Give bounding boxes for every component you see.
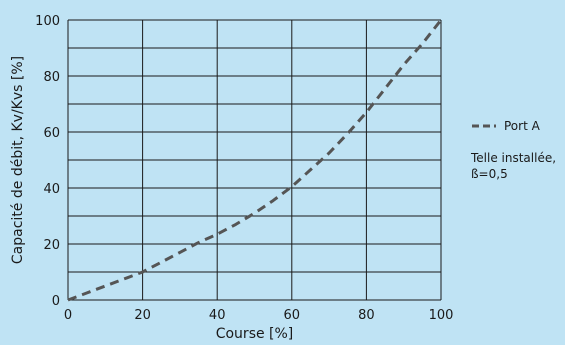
series-layer: [67, 19, 443, 302]
y-tick-label: 60: [43, 126, 60, 141]
y-tick-label: 100: [35, 14, 60, 29]
annotation-line: Telle installée,: [470, 151, 556, 165]
x-tick-labels: 0 20 40 60 80 100: [64, 308, 454, 323]
x-tick-label: 40: [209, 308, 226, 323]
y-tick-label: 20: [43, 238, 60, 253]
y-tick-labels: 0 20 40 60 80 100: [35, 14, 60, 309]
legend-label-port-a: Port A: [504, 119, 541, 133]
series-line-port-a: [67, 19, 443, 302]
annotation: Telle installée, ß=0,5: [470, 151, 556, 181]
y-tick-label: 0: [52, 294, 60, 309]
x-tick-label: 20: [134, 308, 151, 323]
legend: Port A: [472, 119, 541, 133]
x-tick-label: 80: [358, 308, 375, 323]
x-tick-label: 60: [284, 308, 301, 323]
y-tick-label: 40: [43, 182, 60, 197]
x-axis-title: Course [%]: [216, 326, 294, 342]
x-tick-label: 0: [64, 308, 72, 323]
grid: [67, 19, 442, 301]
y-axis-title: Capacité de débit, Kv/Kvs [%]: [10, 56, 26, 264]
x-tick-label: 100: [429, 308, 454, 323]
annotation-line: ß=0,5: [471, 167, 508, 181]
y-tick-label: 80: [43, 70, 60, 85]
